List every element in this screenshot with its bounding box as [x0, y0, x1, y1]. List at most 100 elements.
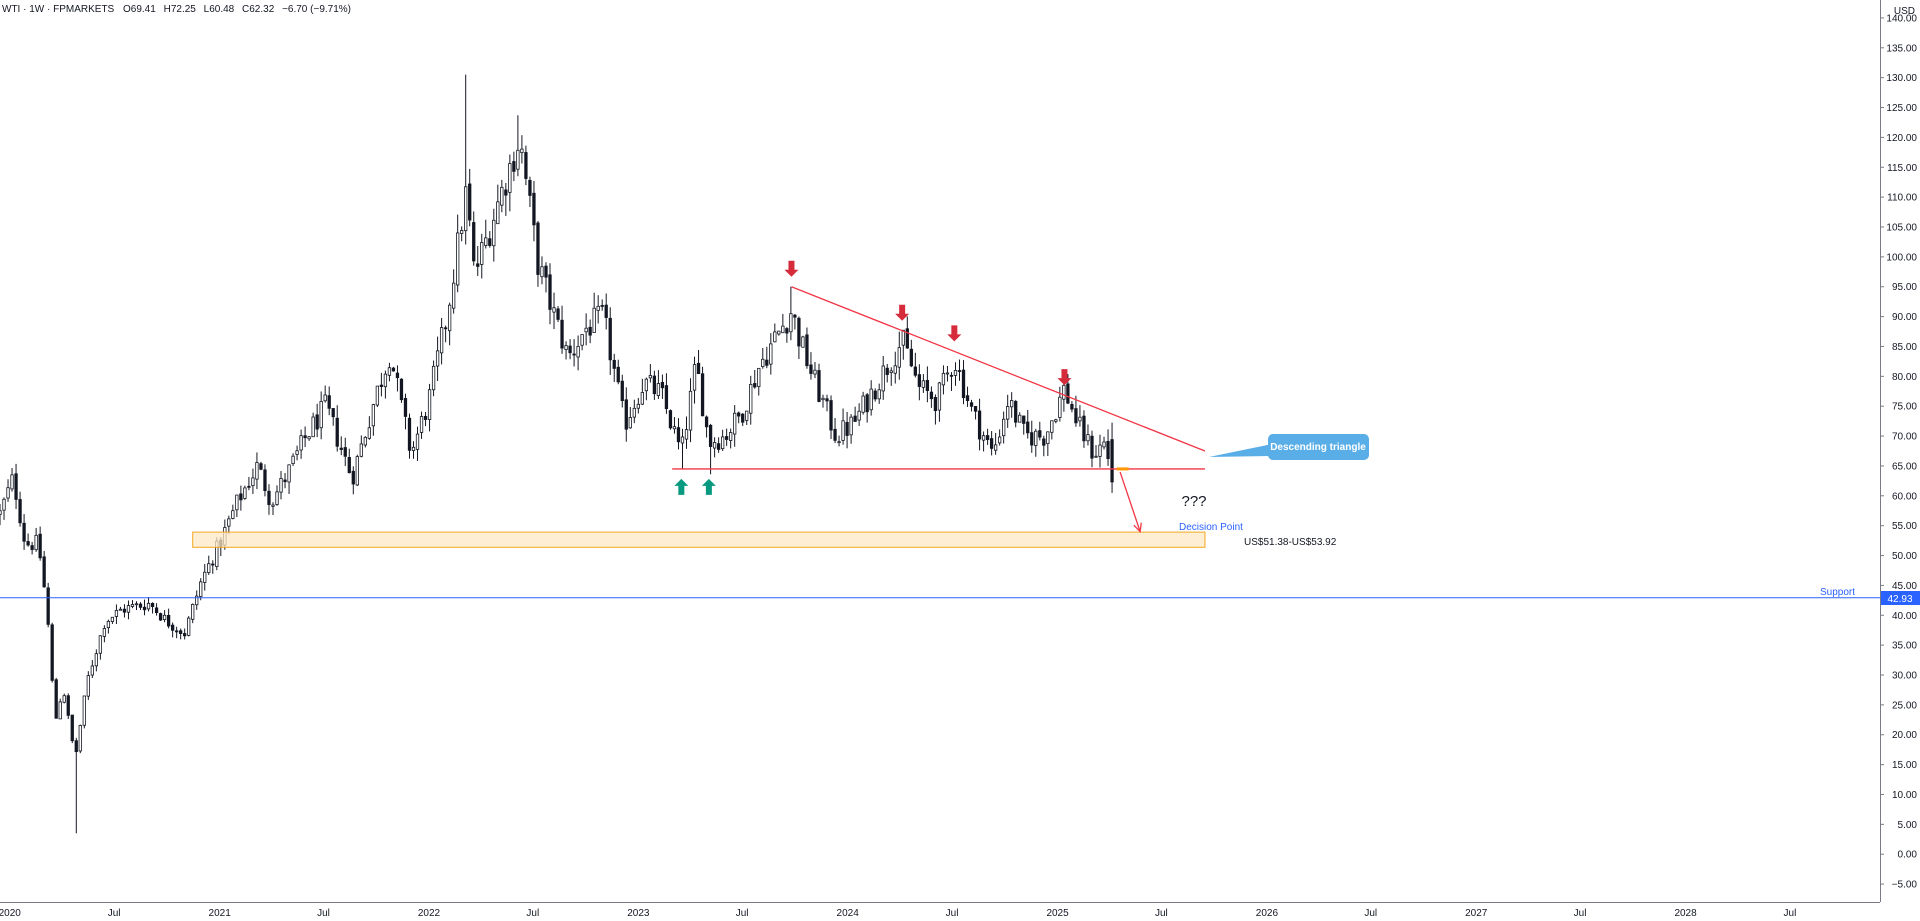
candle-body — [781, 325, 785, 334]
candle-body — [323, 394, 327, 402]
candle-body — [765, 359, 769, 366]
candle-body — [628, 417, 632, 429]
high-label: H — [163, 4, 171, 15]
low-label: L — [203, 4, 210, 15]
candle-body — [6, 487, 10, 499]
chart-drawings — [0, 260, 1880, 599]
candle-body — [1074, 408, 1078, 424]
candle-body — [624, 399, 628, 430]
candle-body — [239, 493, 243, 501]
candle-body — [154, 607, 159, 614]
candle-body — [1030, 432, 1034, 446]
currency-label: USD — [1894, 6, 1915, 17]
support-label: Support — [1820, 587, 1855, 598]
candle-body — [0, 510, 2, 515]
candle-body — [464, 186, 468, 232]
candle-body — [516, 149, 520, 170]
price-tick-label: 140.00 — [1886, 13, 1917, 24]
candle-body — [845, 421, 849, 436]
candle-body — [399, 378, 404, 401]
candle-body — [989, 438, 994, 449]
candle-body — [925, 379, 930, 392]
time-tick-label: 2028 — [1674, 908, 1697, 919]
price-tick-label: 75.00 — [1892, 402, 1917, 413]
descending-triangle-callout[interactable]: Descending triangle — [1208, 434, 1369, 460]
candle-body — [443, 327, 448, 330]
price-tick-label: 110.00 — [1887, 193, 1917, 204]
candle-body — [138, 603, 143, 608]
time-tick-label: Jul — [526, 908, 539, 919]
candle-body — [1054, 419, 1058, 422]
time-axis[interactable]: 2020 Jul 2021 Jul 2022 Jul 2023 Jul 2024 Jul 2025 J… — [0, 908, 1796, 919]
price-tick-label: 80.00 — [1892, 372, 1917, 383]
candle-body — [98, 635, 103, 654]
candle-body — [941, 372, 946, 386]
candle-body — [54, 679, 58, 719]
symbol-title[interactable]: WTI · 1W · FPMARKETS — [2, 4, 115, 15]
candle-body — [343, 447, 347, 457]
candle-body — [66, 695, 70, 716]
candle-body — [231, 510, 235, 519]
price-tick-label: 125.00 — [1886, 103, 1917, 114]
last-price-value: 42.93 — [1887, 594, 1912, 605]
time-tick-label: Jul — [1155, 908, 1168, 919]
annotation-overlays: 42.93 Support Descending triangle ??? De… — [1179, 434, 1920, 605]
candle-body — [564, 345, 568, 350]
candle-body — [243, 487, 247, 499]
candle-body — [179, 630, 183, 634]
candle-body — [929, 391, 934, 400]
candle-body — [275, 491, 279, 505]
candle-body — [749, 383, 753, 414]
candle-body — [211, 563, 215, 566]
descending-triangle-label: Descending triangle — [1270, 442, 1366, 453]
time-tick-label: 2021 — [209, 908, 232, 919]
candle-body — [733, 412, 737, 435]
bearish-arrow-icon — [895, 304, 910, 321]
candle-body — [146, 602, 151, 610]
candle-body — [423, 415, 428, 420]
candle-body — [351, 470, 355, 485]
candle-body — [130, 604, 135, 607]
candle-body — [279, 478, 283, 493]
price-tick-label: 105.00 — [1886, 222, 1917, 233]
candle-body — [737, 412, 741, 417]
price-axis[interactable]: USD −5.00 0.00 5.00 10.00 15.00 20.00 25.00 30.… — [1880, 6, 1917, 891]
price-tick-label: 5.00 — [1898, 820, 1918, 831]
candle-body — [86, 675, 90, 697]
candle-body — [183, 633, 187, 637]
descending-trendline — [791, 286, 1206, 452]
price-tick-label: 10.00 — [1892, 790, 1917, 801]
candle-body — [897, 347, 901, 368]
time-tick-label: Jul — [1364, 908, 1377, 919]
price-tick-label: 115.00 — [1887, 163, 1917, 174]
candle-body — [692, 364, 697, 391]
candle-body — [797, 317, 801, 347]
candle-body — [977, 410, 982, 440]
candle-body — [110, 616, 115, 622]
candle-body — [700, 373, 705, 417]
candle-body — [170, 624, 175, 631]
price-tick-label: 65.00 — [1892, 461, 1917, 472]
price-tick-label: 55.00 — [1892, 521, 1917, 532]
candle-body — [544, 265, 548, 278]
candle-body — [391, 367, 396, 372]
candle-body — [973, 406, 978, 412]
plot-area[interactable] — [0, 74, 1880, 834]
time-tick-label: 2022 — [418, 908, 441, 919]
time-tick-label: 2027 — [1465, 908, 1488, 919]
candle-body — [496, 201, 500, 225]
candle-body — [945, 372, 950, 375]
price-tick-label: 85.00 — [1892, 342, 1917, 353]
candle-body — [801, 336, 805, 348]
open-value: 69.41 — [130, 4, 156, 15]
candle-body — [680, 436, 685, 444]
candle-body — [291, 455, 295, 465]
candle-body — [287, 464, 291, 483]
open-label: O — [123, 4, 131, 15]
candle-body — [383, 373, 388, 388]
candle-body — [307, 436, 311, 440]
candle-body — [62, 695, 66, 703]
candle-body — [829, 400, 833, 431]
time-tick-label: 2026 — [1256, 908, 1279, 919]
